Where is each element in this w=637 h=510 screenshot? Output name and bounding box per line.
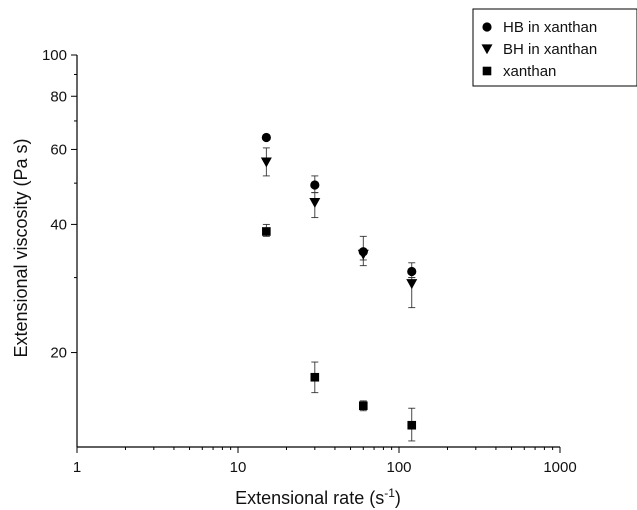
legend-box xyxy=(472,8,637,87)
x-tick-label: 10 xyxy=(230,459,247,476)
error-bars xyxy=(262,147,416,442)
legend-marker-xanthan xyxy=(482,66,492,76)
y-tick-label: 60 xyxy=(50,141,67,158)
legend-marker-hb-in-xanthan xyxy=(482,22,492,32)
y-axis-title: Extensional viscosity (Pa s) xyxy=(11,138,31,357)
x-axis-title: Extensional rate (s-1) xyxy=(235,486,401,508)
y-tick-label: 40 xyxy=(50,216,67,233)
x-tick-label: 1000 xyxy=(543,459,576,476)
legend-label-hb-in-xanthan: HB in xanthan xyxy=(503,19,597,36)
point-bh-in-xanthan xyxy=(406,279,418,290)
point-hb-in-xanthan xyxy=(261,132,271,143)
x-axis-title-superscript: -1 xyxy=(384,486,395,500)
point-xanthan xyxy=(262,227,271,236)
point-xanthan xyxy=(310,372,320,382)
legend: HB in xanthan BH in xanthan xanthan xyxy=(472,8,637,87)
x-tick-label: 1 xyxy=(73,459,81,476)
y-tick-label: 20 xyxy=(50,345,67,362)
legend-marker-bh-in-xanthan xyxy=(481,44,493,55)
tick-labels: 1 10 100 1000 20 40 60 80 100 xyxy=(42,47,577,476)
tick-marks xyxy=(71,54,561,453)
x-axis-title-main: Extensional rate (s xyxy=(235,488,384,508)
y-tick-label: 100 xyxy=(42,47,67,64)
point-xanthan xyxy=(407,420,417,430)
legend-label-bh-in-xanthan: BH in xanthan xyxy=(503,41,597,58)
x-axis-title-suffix: ) xyxy=(395,488,401,508)
axes xyxy=(76,55,560,448)
data-points xyxy=(260,132,418,430)
point-hb-in-xanthan xyxy=(310,180,320,190)
x-tick-label: 100 xyxy=(386,459,411,476)
point-bh-in-xanthan xyxy=(309,197,321,208)
y-tick-label: 80 xyxy=(50,88,67,105)
point-bh-in-xanthan xyxy=(357,249,369,260)
point-xanthan xyxy=(358,401,368,411)
legend-label-xanthan: xanthan xyxy=(503,63,556,80)
point-bh-in-xanthan xyxy=(260,157,272,168)
point-hb-in-xanthan xyxy=(407,266,417,277)
